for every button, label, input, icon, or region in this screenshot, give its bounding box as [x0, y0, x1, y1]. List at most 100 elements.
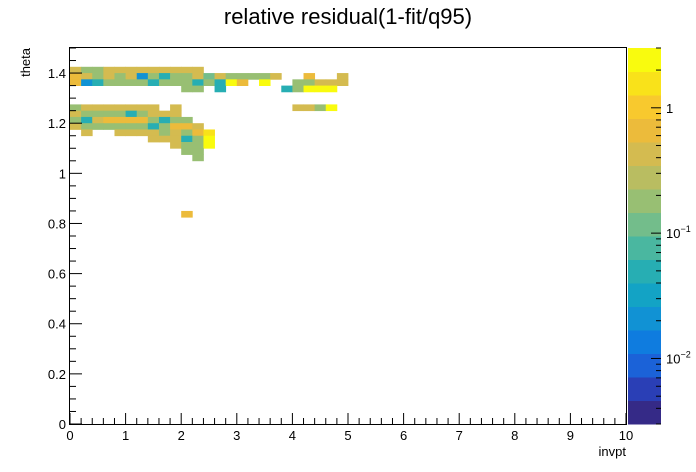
heatmap-cell: [114, 73, 126, 80]
colorbar-segment: [628, 189, 661, 213]
y-tick-label: 0.8: [48, 216, 66, 231]
heatmap-cell: [70, 104, 82, 112]
heatmap-cell: [192, 154, 204, 162]
heatmap-cell: [147, 123, 160, 130]
colorbar-segment: [628, 283, 661, 307]
colorbar-segment: [628, 118, 661, 143]
plot-frame: [69, 47, 627, 425]
heatmap-cell: [192, 148, 204, 155]
heatmap-cell: [136, 110, 149, 118]
heatmap-cell: [181, 123, 193, 130]
x-tick-label: 8: [511, 428, 518, 443]
heatmap-cell: [125, 66, 138, 74]
heatmap-cell: [125, 104, 138, 112]
y-tick-label: 0.4: [48, 317, 66, 332]
heatmap-cell: [225, 73, 238, 80]
heatmap-cell: [92, 110, 104, 118]
heatmap-cell: [303, 104, 316, 112]
heatmap-cell: [70, 123, 82, 130]
x-tick-label: 5: [344, 428, 351, 443]
heatmap-cell: [103, 73, 115, 80]
heatmap-cell: [92, 79, 104, 86]
y-axis-title: theta: [18, 47, 33, 77]
heatmap-cell: [203, 79, 215, 86]
heatmap-cell: [147, 73, 160, 80]
heatmap-cell: [114, 79, 126, 86]
heatmap-cell: [114, 66, 126, 74]
heatmap-cell: [103, 66, 115, 74]
heatmap-cell: [303, 79, 316, 86]
heatmap-cell: [303, 73, 316, 80]
y-tick-label: 0.6: [48, 267, 66, 282]
heatmap-cell: [181, 210, 193, 218]
heatmap-cell: [114, 110, 126, 118]
colorbar-segment: [628, 259, 661, 284]
heatmap-cell: [103, 123, 115, 130]
heatmap-cell: [292, 79, 304, 86]
heatmap-cell: [70, 66, 82, 74]
heatmap-cell: [181, 116, 193, 124]
heatmap-cell: [192, 129, 204, 137]
heatmap-cell: [259, 79, 271, 86]
heatmap-cells: [70, 66, 349, 218]
heatmap-cell: [292, 104, 304, 112]
heatmap-cell: [259, 73, 271, 80]
heatmap-cell: [170, 116, 182, 124]
heatmap-cell: [70, 79, 82, 86]
x-tick-label: 0: [66, 428, 73, 443]
heatmap-cell: [192, 85, 204, 93]
colorbar-segment: [628, 48, 661, 72]
heatmap-cell: [170, 135, 182, 143]
heatmap-cell: [147, 104, 160, 112]
colorbar-segment: [628, 377, 661, 401]
x-tick-label: 1: [122, 428, 129, 443]
heatmap-cell: [81, 116, 93, 124]
heatmap-cell: [158, 66, 171, 74]
heatmap-cell: [125, 73, 138, 80]
heatmap-cell: [314, 104, 327, 112]
color-scale-bar: 1 10−1 10−2: [628, 47, 691, 425]
heatmap-cell: [336, 73, 349, 80]
heatmap-cell: [170, 79, 182, 86]
x-axis: 0 1 2 3 4 5 6 7 8 9 10: [66, 413, 633, 443]
heatmap-cell: [114, 123, 126, 130]
x-axis-title: invpt: [599, 444, 627, 459]
x-tick-label: 2: [178, 428, 185, 443]
heatmap-cell: [170, 123, 182, 130]
heatmap-cell: [203, 142, 215, 149]
heatmap-cell: [247, 73, 260, 80]
heatmap-cell: [81, 110, 93, 118]
heatmap-cell: [181, 79, 193, 86]
heatmap-cell: [125, 110, 138, 118]
heatmap-cell: [281, 85, 293, 93]
heatmap-cell: [214, 79, 227, 86]
heatmap-cell: [136, 116, 149, 124]
heatmap-cell: [192, 123, 204, 130]
heatmap-cell: [192, 135, 204, 143]
colorbar-segment: [628, 330, 661, 354]
colorbar-segment: [628, 236, 661, 260]
heatmap-cell: [158, 129, 171, 137]
colorbar-segment: [628, 71, 661, 96]
heatmap-cell: [181, 85, 193, 93]
heatmap-cell: [170, 129, 182, 137]
heatmap-cell: [203, 73, 215, 80]
heatmap-cell: [325, 79, 338, 86]
heatmap-cell: [136, 129, 149, 137]
y-tick-label: 0: [59, 417, 66, 432]
colorbar-segment: [628, 400, 661, 425]
heatmap-cell: [214, 73, 227, 80]
y-tick-label: 1.2: [48, 116, 66, 131]
heatmap-cell: [81, 123, 93, 130]
colorbar-segment: [628, 212, 661, 237]
heatmap-cell: [92, 123, 104, 130]
heatmap-cell: [114, 104, 126, 112]
heatmap-cell: [103, 110, 115, 118]
heatmap-cell: [70, 110, 82, 118]
heatmap-cell: [236, 79, 249, 86]
heatmap-cell: [114, 116, 126, 124]
heatmap-cell: [192, 66, 204, 74]
heatmap-cell: [158, 135, 171, 143]
chart-title: relative residual(1-fit/q95): [224, 4, 472, 29]
heatmap-cell: [103, 116, 115, 124]
